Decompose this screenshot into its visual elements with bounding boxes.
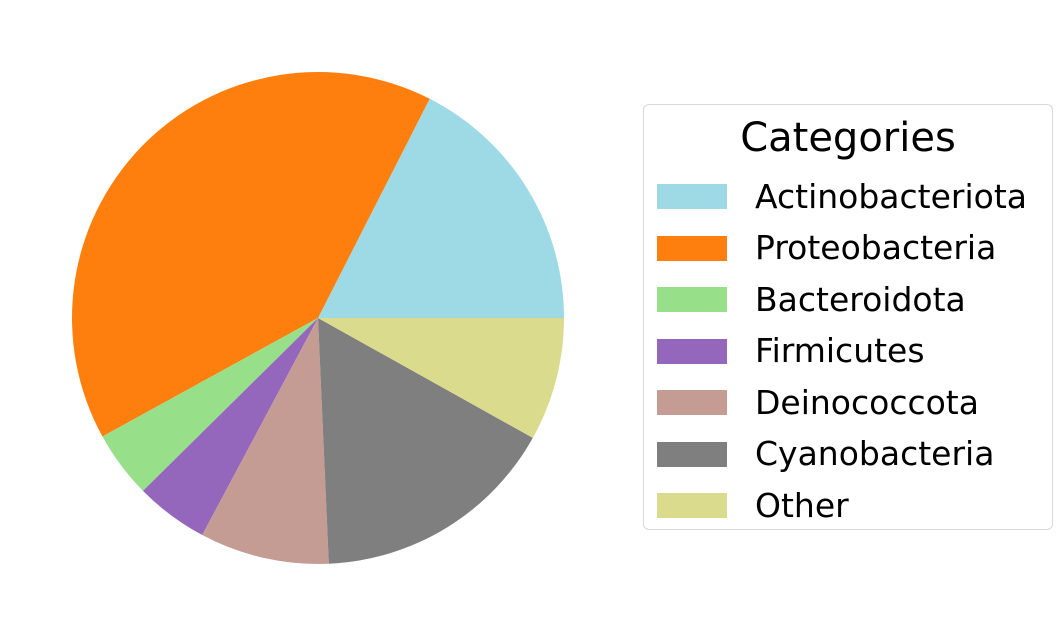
legend-label: Deinococcota <box>755 382 979 422</box>
pie-slice-proteobacteria <box>72 71 430 437</box>
legend-label: Other <box>755 485 849 525</box>
pie-slice-firmicutes <box>142 318 318 536</box>
legend-item: Bacteroidota <box>657 274 1027 326</box>
pie-slice-bacteroidota <box>102 318 319 491</box>
legend-swatch <box>657 441 727 467</box>
pie-slice-cyanobacteria <box>318 318 533 564</box>
legend-swatch <box>657 287 727 313</box>
pie-slice-deinococcota <box>202 318 329 564</box>
pie-slices <box>72 71 564 564</box>
legend-title: Categories <box>740 115 956 161</box>
legend-swatch <box>657 338 727 364</box>
pie-slice-actinobacteriota <box>318 98 564 318</box>
legend-swatch <box>657 235 727 261</box>
legend-item: Firmicutes <box>657 326 1027 378</box>
legend-item: Cyanobacteria <box>657 429 1027 481</box>
legend-item: Other <box>657 480 1027 532</box>
legend-item: Actinobacteriota <box>657 171 1027 223</box>
legend-swatch <box>657 390 727 416</box>
pie-slice-other <box>318 318 564 438</box>
legend-swatch <box>657 184 727 210</box>
legend-label: Cyanobacteria <box>755 434 995 474</box>
legend-swatch <box>657 493 727 519</box>
legend-label: Actinobacteriota <box>755 176 1027 216</box>
legend-label: Bacteroidota <box>755 279 966 319</box>
legend-item: Deinococcota <box>657 377 1027 429</box>
legend-label: Proteobacteria <box>755 228 997 268</box>
legend-item: Proteobacteria <box>657 223 1027 275</box>
legend-list: Actinobacteriota Proteobacteria Bacteroi… <box>657 171 1027 532</box>
legend: Categories Actinobacteriota Proteobacter… <box>643 104 1053 530</box>
legend-label: Firmicutes <box>755 331 925 371</box>
